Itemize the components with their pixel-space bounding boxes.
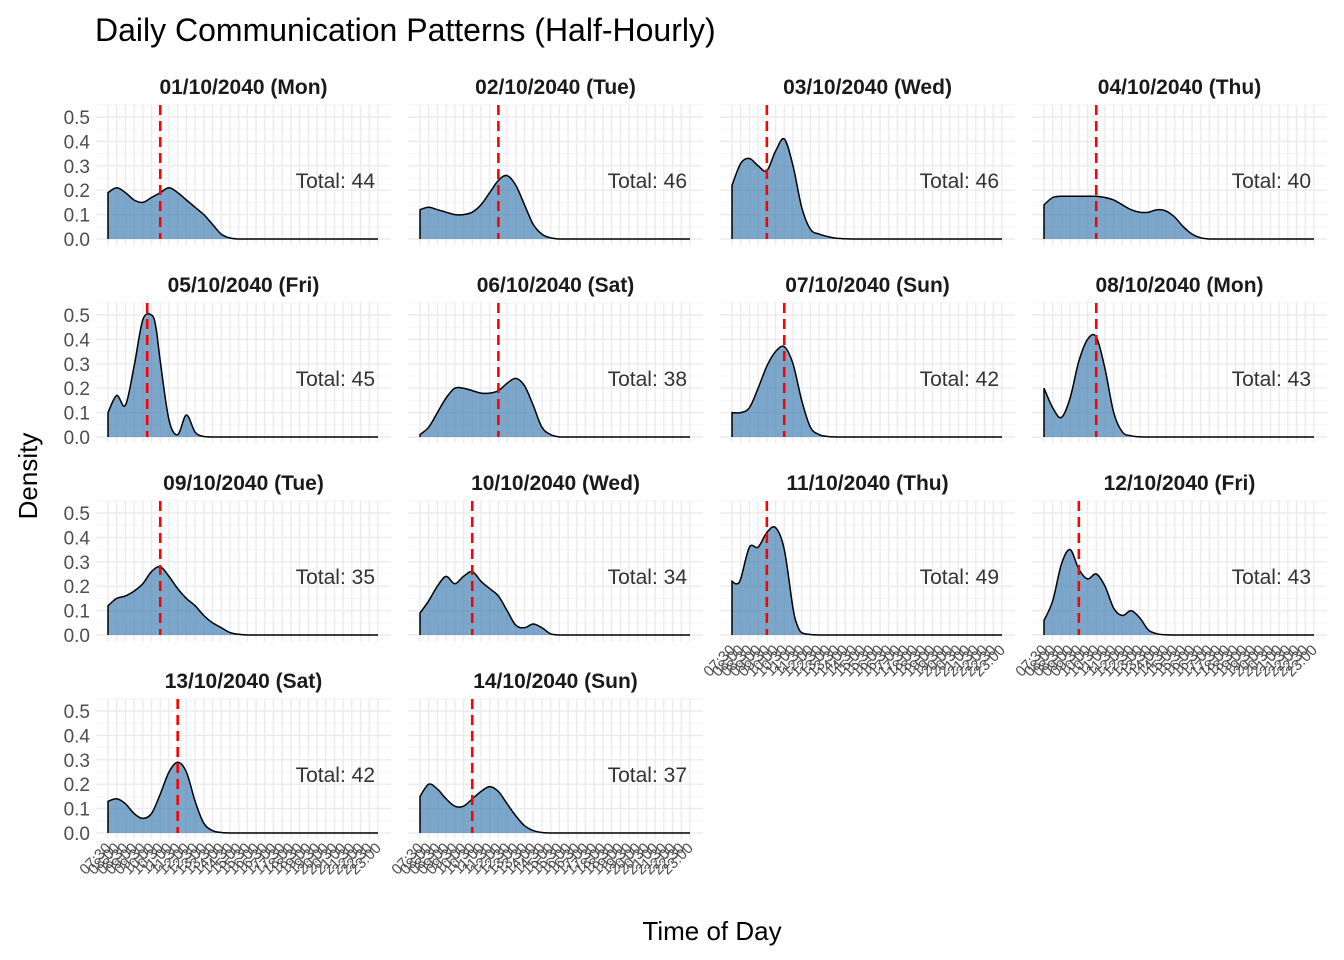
facet-title: 08/10/2040 (Mon) — [1095, 274, 1263, 297]
facet-panel: 03/10/2040 (Wed) Total: 46 — [720, 76, 1015, 245]
y-tick-label: 0.5 — [64, 108, 90, 129]
facet-panel: 07/10/2040 (Sun) Total: 42 — [720, 274, 1015, 443]
density-line — [107, 761, 378, 834]
y-tick-label: 0.3 — [64, 355, 90, 376]
y-tick-label: 0.5 — [64, 702, 90, 723]
facet-panel: 09/10/2040 (Tue) 0.0 0.1 0.2 0.3 0.4 0.5 Total:… — [64, 472, 391, 647]
total-annotation: Total: 37 — [608, 764, 687, 787]
total-annotation: Total: 42 — [296, 764, 375, 787]
y-tick-label: 0.2 — [64, 379, 90, 400]
density-area — [108, 187, 239, 239]
y-tick-label: 0.3 — [64, 751, 90, 772]
facet-title: 07/10/2040 (Sun) — [785, 274, 950, 297]
y-tick-label: 0.4 — [64, 132, 91, 153]
facet-title: 13/10/2040 (Sat) — [165, 670, 323, 693]
x-axis-title: Time of Day — [642, 916, 781, 946]
facet-panel: 05/10/2040 (Fri) 0.0 0.1 0.2 0.3 0.4 0.5 Total:… — [64, 274, 391, 449]
density-area — [108, 566, 248, 635]
density-line — [1043, 195, 1314, 240]
facet-title: 03/10/2040 (Wed) — [783, 76, 952, 99]
y-tick-label: 0.2 — [64, 775, 90, 796]
facet-panel: 08/10/2040 (Mon) Total: 43 — [1032, 274, 1327, 443]
total-annotation: Total: 45 — [296, 368, 375, 391]
y-tick-label: 0.5 — [64, 504, 90, 525]
y-tick-label: 0.4 — [64, 528, 91, 549]
facet-title: 10/10/2040 (Wed) — [471, 472, 640, 495]
facet-panel: 12/10/2040 (Fri)Total: 4307:3008:0008:30… — [1012, 472, 1327, 680]
total-annotation: Total: 46 — [920, 170, 999, 193]
total-annotation: Total: 35 — [296, 566, 375, 589]
y-tick-label: 0.0 — [64, 626, 90, 647]
density-area — [732, 526, 820, 635]
facet-title: 04/10/2040 (Thu) — [1098, 76, 1261, 99]
total-annotation: Total: 40 — [1232, 170, 1311, 193]
facet-panel: 14/10/2040 (Sun)Total: 3707:3008:0008:30… — [388, 670, 703, 878]
facet-title: 02/10/2040 (Tue) — [475, 76, 636, 99]
density-area — [1044, 196, 1210, 239]
y-tick-label: 0.1 — [64, 206, 90, 227]
density-area — [420, 571, 560, 635]
facet-panels: 01/10/2040 (Mon) 0.0 0.1 0.2 0.3 0.4 0.5 Total:… — [64, 76, 1327, 878]
density-area — [420, 378, 560, 437]
y-tick-label: 0.3 — [64, 553, 90, 574]
y-tick-label: 0.1 — [64, 404, 90, 425]
facet-title: 12/10/2040 (Fri) — [1104, 472, 1256, 495]
facet-panel: 01/10/2040 (Mon) 0.0 0.1 0.2 0.3 0.4 0.5 Total:… — [64, 76, 391, 251]
total-annotation: Total: 38 — [608, 368, 687, 391]
y-tick-label: 0.2 — [64, 577, 90, 598]
density-area — [108, 313, 213, 437]
density-line — [731, 525, 1002, 636]
density-area — [1044, 549, 1175, 635]
density-area — [732, 138, 854, 239]
facet-panel: 02/10/2040 (Tue) Total: 46 — [408, 76, 703, 245]
density-line — [107, 187, 378, 240]
y-tick-label: 0.4 — [64, 330, 91, 351]
density-line — [107, 565, 378, 636]
density-line — [419, 783, 690, 834]
total-annotation: Total: 34 — [608, 566, 688, 589]
density-line — [1043, 548, 1314, 636]
y-tick-label: 0.3 — [64, 157, 90, 178]
y-tick-label: 0.0 — [64, 230, 90, 251]
total-annotation: Total: 49 — [920, 566, 999, 589]
density-line — [419, 174, 690, 240]
facet-panel: 06/10/2040 (Sat) Total: 38 — [408, 274, 703, 443]
y-tick-label: 0.0 — [64, 428, 90, 449]
facet-panel: 10/10/2040 (Wed) Total: 34 — [408, 472, 703, 641]
y-tick-label: 0.0 — [64, 824, 90, 845]
density-area — [420, 783, 551, 833]
y-tick-label: 0.1 — [64, 800, 90, 821]
total-annotation: Total: 43 — [1232, 566, 1311, 589]
y-axis-title: Density — [13, 433, 43, 520]
density-line — [731, 345, 1002, 438]
facet-title: 11/10/2040 (Thu) — [786, 472, 948, 495]
facet-panel: 11/10/2040 (Thu)Total: 4907:3008:0008:30… — [700, 472, 1015, 680]
facet-title: 14/10/2040 (Sun) — [473, 670, 638, 693]
total-annotation: Total: 42 — [920, 368, 999, 391]
density-area — [420, 175, 560, 239]
density-line — [419, 570, 690, 636]
chart-title: Daily Communication Patterns (Half-Hourl… — [95, 12, 716, 48]
density-line — [107, 313, 378, 438]
y-tick-label: 0.2 — [64, 181, 90, 202]
total-annotation: Total: 44 — [296, 170, 376, 193]
facet-title: 05/10/2040 (Fri) — [168, 274, 320, 297]
facet-title: 06/10/2040 (Sat) — [477, 274, 635, 297]
facet-panel: 13/10/2040 (Sat) 0.0 0.1 0.2 0.3 0.4 0.5 Total:… — [64, 670, 391, 878]
total-annotation: Total: 43 — [1232, 368, 1311, 391]
density-line — [419, 377, 690, 438]
facet-panel: 04/10/2040 (Thu) Total: 40 — [1032, 76, 1327, 245]
y-tick-label: 0.4 — [64, 726, 91, 747]
density-line — [731, 137, 1002, 240]
facet-title: 01/10/2040 (Mon) — [159, 76, 327, 99]
facet-title: 09/10/2040 (Tue) — [163, 472, 324, 495]
y-tick-label: 0.5 — [64, 306, 90, 327]
total-annotation: Total: 46 — [608, 170, 687, 193]
y-tick-label: 0.1 — [64, 602, 90, 623]
